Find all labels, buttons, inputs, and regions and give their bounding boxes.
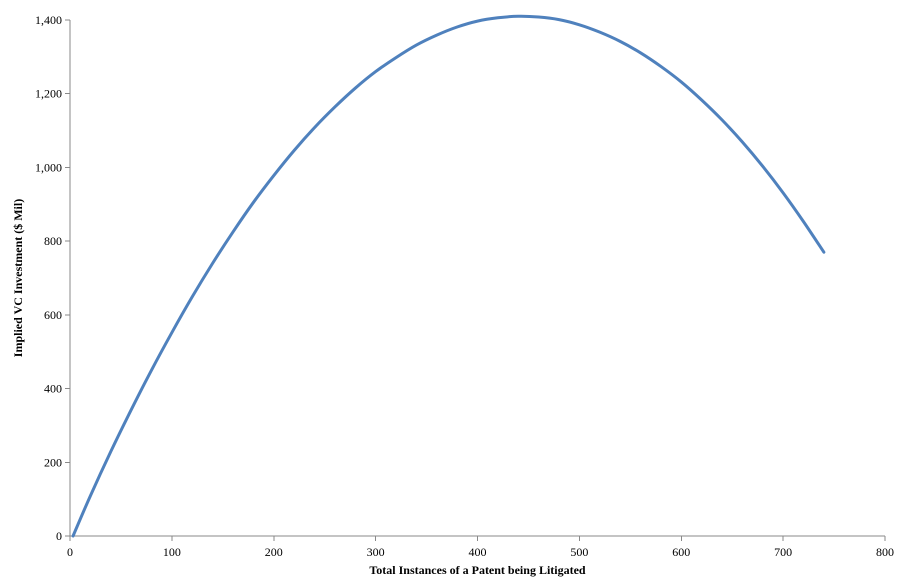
- y-tick-label: 400: [44, 382, 62, 396]
- y-axis-ticks: 0 200 400 600 800 1,000 1,200 1,400: [35, 13, 70, 543]
- x-tick-label: 400: [469, 545, 487, 559]
- x-axis-title: Total Instances of a Patent being Litiga…: [369, 563, 586, 577]
- series-layer: [71, 14, 826, 538]
- axes: [69, 20, 885, 537]
- y-tick-label: 800: [44, 234, 62, 248]
- y-tick-label: 200: [44, 455, 62, 469]
- x-tick-label: 300: [367, 545, 385, 559]
- y-tick-label: 1,000: [35, 160, 62, 174]
- y-tick-label: 600: [44, 308, 62, 322]
- y-tick-label: 0: [56, 529, 62, 543]
- x-tick-label: 200: [265, 545, 283, 559]
- x-tick-label: 800: [876, 545, 894, 559]
- x-tick-label: 0: [67, 545, 73, 559]
- x-axis-ticks: 0 100 200 300 400 500 600 700 800: [67, 536, 894, 559]
- x-tick-label: 100: [163, 545, 181, 559]
- y-axis-title: Implied VC Investment ($ Mil): [11, 199, 25, 357]
- y-tick-label: 1,200: [35, 87, 62, 101]
- y-tick-label: 1,400: [35, 13, 62, 27]
- x-tick-label: 600: [672, 545, 690, 559]
- x-tick-label: 500: [570, 545, 588, 559]
- series-line-0: [71, 14, 826, 538]
- x-tick-label: 700: [774, 545, 792, 559]
